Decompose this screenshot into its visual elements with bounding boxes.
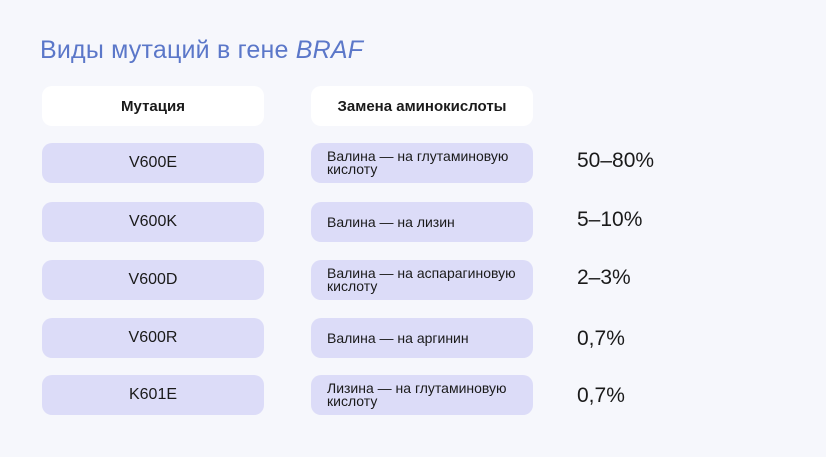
mutation-cell: V600K	[42, 202, 264, 242]
substitution-cell: Валина — на аспарагиновую кислоту	[311, 260, 533, 300]
header-mutation: Мутация	[42, 86, 264, 126]
header-substitution: Замена аминокислоты	[311, 86, 533, 126]
substitution-cell: Валина — на аргинин	[311, 318, 533, 358]
mutation-cell: V600R	[42, 318, 264, 358]
gene-name: BRAF	[295, 36, 364, 64]
frequency-value: 50–80%	[577, 149, 655, 172]
substitution-cell: Валина — на лизин	[311, 202, 533, 242]
frequency-value: 2–3%	[577, 266, 631, 289]
mutation-cell: V600D	[42, 260, 264, 300]
mutation-cell: V600E	[42, 143, 264, 183]
frequency-value: 5–10%	[577, 208, 643, 231]
frequency-value: 0,7%	[577, 327, 625, 350]
mutation-cell: K601E	[42, 375, 264, 415]
title-text: Виды мутаций в гене	[40, 36, 296, 64]
frequency-value: 0,7%	[577, 384, 625, 407]
substitution-cell: Лизина — на глутаминовую кислоту	[311, 375, 533, 415]
page-title: Виды мутаций в гене BRAF	[40, 36, 363, 65]
substitution-cell: Валина — на глутаминовую кислоту	[311, 143, 533, 183]
